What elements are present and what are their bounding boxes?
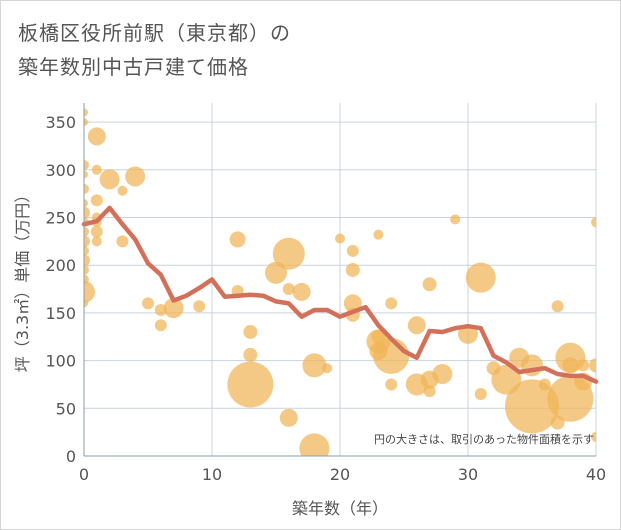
scatter-point xyxy=(450,214,461,225)
scatter-point xyxy=(90,194,103,207)
bubble-series xyxy=(84,108,596,456)
scatter-point xyxy=(84,299,88,308)
scatter-point xyxy=(385,297,398,310)
scatter-point xyxy=(577,359,590,372)
x-tick-label: 40 xyxy=(586,465,606,484)
scatter-point xyxy=(373,337,410,374)
scatter-point xyxy=(346,244,359,257)
y-tick-label: 200 xyxy=(45,256,76,275)
scatter-point xyxy=(279,408,298,427)
y-tick-label: 150 xyxy=(45,304,76,323)
scatter-point xyxy=(84,226,89,237)
scatter-point xyxy=(272,237,305,270)
scatter-point xyxy=(589,358,596,373)
scatter-point xyxy=(385,378,398,391)
scatter-point xyxy=(91,164,102,175)
trend-line xyxy=(81,205,599,384)
scatter-point xyxy=(243,324,258,339)
scatter-point xyxy=(335,233,345,244)
scatter-point xyxy=(84,170,88,179)
scatter-point xyxy=(505,379,559,434)
x-tick-label: 10 xyxy=(202,465,222,484)
scatter-point xyxy=(84,245,89,256)
chart-title: 板橋区役所前駅（東京都）の 築年数別中古戸建て価格 xyxy=(18,16,291,84)
scatter-point xyxy=(84,280,95,303)
scatter-point xyxy=(591,431,596,442)
scatter-point xyxy=(84,235,90,248)
scatter-point xyxy=(84,118,88,127)
scatter-point xyxy=(322,363,333,374)
scatter-point xyxy=(422,277,437,292)
axes: 0 10 20 30 40 0 50 100 150 200 250 300 350 xyxy=(45,103,606,484)
chart-title-line-1: 板橋区役所前駅（東京都）の xyxy=(18,21,291,45)
scatter-point xyxy=(154,319,167,332)
scatter-point xyxy=(345,262,360,277)
bubble-size-note: 円の大きさは、取引のあった物件面積を示す xyxy=(374,432,594,446)
scatter-point xyxy=(125,166,146,187)
scatter-point xyxy=(87,127,106,146)
x-tick-label: 30 xyxy=(458,465,478,484)
scatter-point xyxy=(432,363,453,384)
scatter-point xyxy=(282,283,295,296)
y-tick-label: 350 xyxy=(45,113,76,132)
scatter-point xyxy=(84,254,90,267)
scatter-point xyxy=(163,298,184,319)
scatter-point xyxy=(84,206,90,219)
scatter-point xyxy=(84,264,89,275)
scatter-point xyxy=(84,199,88,208)
y-tick-label: 250 xyxy=(45,208,76,227)
y-tick-label: 0 xyxy=(66,447,76,466)
x-tick-label: 0 xyxy=(79,465,89,484)
scatter-point xyxy=(116,235,129,248)
scatter-point xyxy=(423,385,436,398)
scatter-point xyxy=(474,387,487,400)
scatter-point xyxy=(91,236,102,247)
chart-title-line-2: 築年数別中古戸建て価格 xyxy=(18,55,249,79)
scatter-point xyxy=(292,282,311,301)
scatter-point xyxy=(99,169,120,190)
scatter-point xyxy=(465,262,496,293)
scatter-point xyxy=(227,361,274,408)
scatter-point xyxy=(562,357,579,374)
x-axis-title: 築年数（年） xyxy=(292,499,388,518)
scatter-point xyxy=(373,229,384,240)
scatter-point xyxy=(538,378,551,391)
scatter-point xyxy=(591,217,596,228)
scatter-point xyxy=(229,231,246,248)
scatter-point xyxy=(90,225,103,238)
scatter-point xyxy=(302,353,327,378)
scatter-point xyxy=(243,347,258,362)
scatter-point xyxy=(299,433,330,456)
scatter-point xyxy=(551,300,564,313)
trend-line-series xyxy=(81,205,599,384)
scatter-point xyxy=(407,316,426,335)
scatter-point xyxy=(84,108,88,117)
scatter-point xyxy=(84,183,89,194)
scatter-point xyxy=(193,300,206,313)
y-axis-title: 坪（3.3㎡）単価（万円） xyxy=(13,187,32,372)
scatter-point xyxy=(84,160,89,171)
y-tick-label: 100 xyxy=(45,352,76,371)
x-tick-label: 20 xyxy=(330,465,350,484)
scatter-point xyxy=(142,297,154,310)
y-tick-label: 300 xyxy=(45,161,76,180)
scatter-point xyxy=(117,185,128,196)
y-tick-label: 50 xyxy=(56,399,76,418)
